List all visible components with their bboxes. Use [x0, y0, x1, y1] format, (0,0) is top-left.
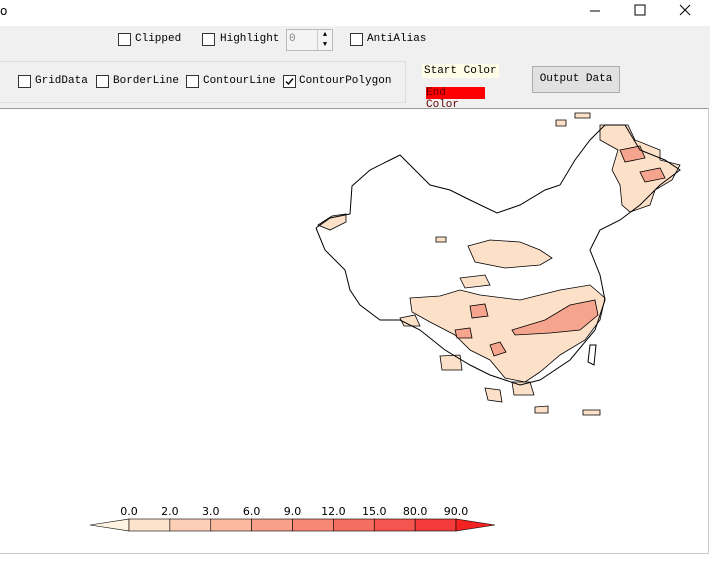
checkbox[interactable] [118, 33, 131, 46]
legend-label: 15.0 [362, 505, 387, 518]
legend-arrow-right [455, 518, 496, 532]
checkbox-label[interactable]: ContourPolygon [299, 75, 392, 87]
checkbox[interactable] [283, 75, 296, 88]
legend-swatch [169, 518, 212, 532]
legend-swatch [414, 518, 457, 532]
checkbox[interactable] [96, 75, 109, 88]
legend-swatch [251, 518, 293, 532]
checkbox-label[interactable]: ContourLine [203, 75, 276, 87]
checkbox-label[interactable]: Clipped [135, 33, 182, 45]
legend-label: 12.0 [321, 505, 346, 518]
spinner-arrows[interactable]: ▲ ▼ [317, 30, 332, 50]
spinner[interactable]: 0 ▲ ▼ [286, 29, 333, 51]
checkbox[interactable] [350, 33, 363, 46]
checkbox[interactable] [202, 33, 215, 46]
output-button[interactable]: Output Data [532, 66, 620, 93]
window-title: o [0, 4, 8, 18]
legend-label: 90.0 [444, 505, 469, 518]
title-bar: o [0, 0, 710, 26]
contour-polygons [317, 112, 681, 416]
checkbox[interactable] [186, 75, 199, 88]
checkbox[interactable] [18, 75, 31, 88]
legend-label: 3.0 [202, 505, 220, 518]
checkbox-label[interactable]: BorderLine [113, 75, 180, 87]
option-panel [0, 61, 406, 103]
legend-label: 2.0 [161, 505, 179, 518]
checkbox-label[interactable]: Highlight [220, 33, 280, 45]
legend-label: 9.0 [284, 505, 302, 518]
checkbox-label[interactable]: AntiAlias [367, 33, 427, 45]
legend-arrow-left [89, 518, 130, 532]
checkbox-label[interactable]: GridData [35, 75, 88, 87]
legend-swatch [292, 518, 334, 532]
spinner-value: 0 [289, 33, 296, 45]
legend-swatch [128, 518, 171, 532]
legend: 0.0 2.0 3.0 6.0 9.0 12.0 15.0 80.0 90.0 [89, 505, 496, 532]
legend-label: 0.0 [120, 505, 138, 518]
legend-label: 6.0 [243, 505, 261, 518]
window-controls[interactable] [580, 0, 710, 24]
check-mark [285, 78, 294, 86]
legend-swatch [333, 518, 375, 532]
contour-highlights [454, 145, 666, 357]
legend-swatch [373, 518, 416, 532]
start-color[interactable]: Start Color [422, 64, 499, 78]
legend-swatch [210, 518, 252, 532]
island [587, 344, 597, 366]
legend-label: 80.0 [403, 505, 428, 518]
country-border [315, 124, 681, 386]
